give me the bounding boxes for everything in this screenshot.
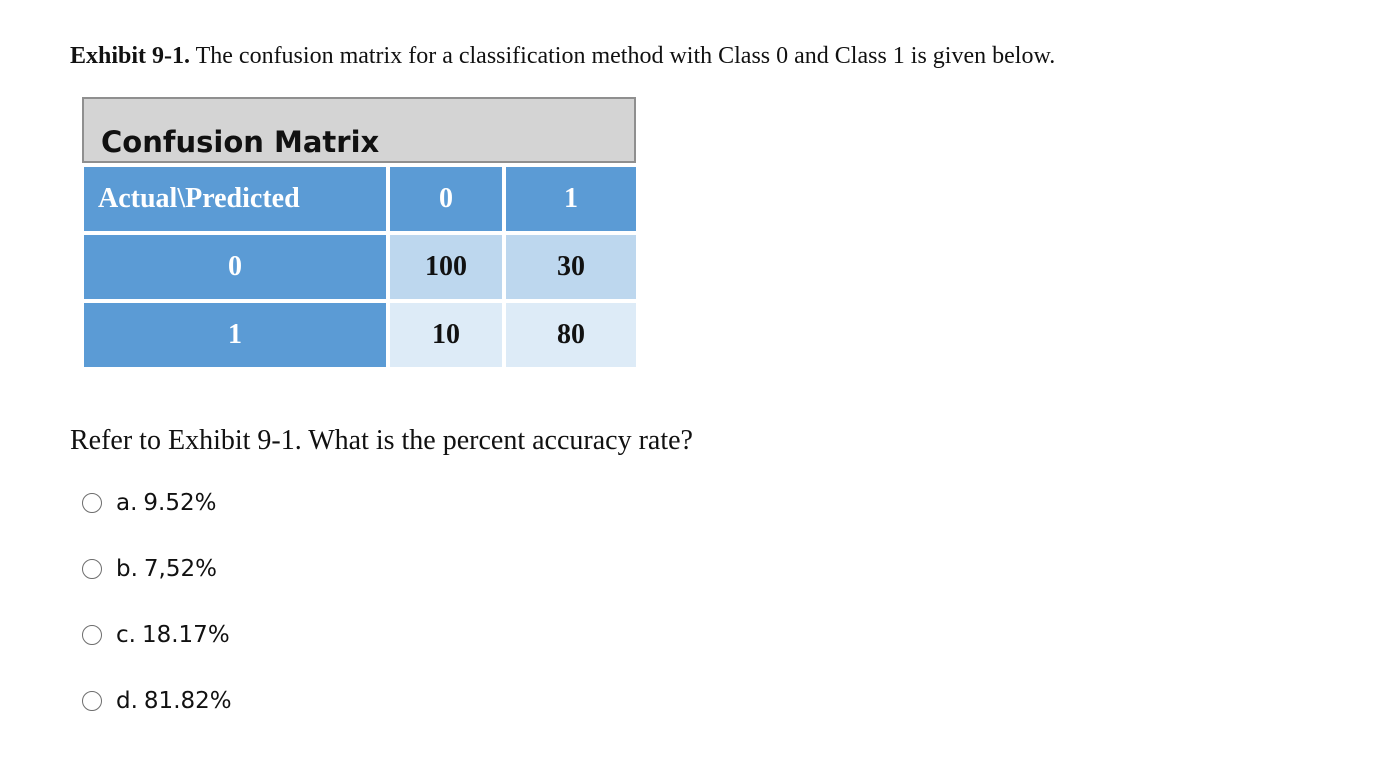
option-letter: c. xyxy=(116,622,136,648)
matrix-title-bar: Confusion Matrix xyxy=(82,97,636,163)
option-value: 9.52% xyxy=(143,490,217,516)
option-letter: d. xyxy=(116,688,138,714)
col-header-1: 1 xyxy=(506,167,636,231)
option-c[interactable]: c. 18.17% xyxy=(82,620,230,650)
radio-button-icon[interactable] xyxy=(82,493,102,513)
option-value: 81.82% xyxy=(143,688,232,714)
cell-0-0: 100 xyxy=(390,235,502,299)
exhibit-intro: Exhibit 9-1. The confusion matrix for a … xyxy=(70,40,1055,72)
row-header-1: 1 xyxy=(84,303,386,367)
option-b[interactable]: b. 7,52% xyxy=(82,554,217,584)
option-a[interactable]: a. 9.52% xyxy=(82,488,216,518)
col-header-0: 0 xyxy=(390,167,502,231)
radio-button-icon[interactable] xyxy=(82,559,102,579)
option-value: 7,52% xyxy=(143,556,217,582)
option-letter: b. xyxy=(116,556,138,582)
cell-1-1: 80 xyxy=(506,303,636,367)
corner-header: Actual\Predicted xyxy=(84,167,386,231)
radio-button-icon[interactable] xyxy=(82,691,102,711)
confusion-matrix-table: Confusion Matrix Actual\Predicted 0 1 0 … xyxy=(82,97,636,367)
row-header-0: 0 xyxy=(84,235,386,299)
exhibit-label: Exhibit 9-1. xyxy=(70,43,191,69)
matrix-title: Confusion Matrix xyxy=(101,125,380,159)
option-value: 18.17% xyxy=(141,622,230,648)
option-letter: a. xyxy=(116,490,138,516)
cell-1-0: 10 xyxy=(390,303,502,367)
cell-0-1: 30 xyxy=(506,235,636,299)
matrix-grid: Actual\Predicted 0 1 0 100 30 1 10 80 xyxy=(82,167,636,367)
option-d[interactable]: d. 81.82% xyxy=(82,686,232,716)
question-text: Refer to Exhibit 9-1. What is the percen… xyxy=(70,425,693,456)
exhibit-text: The confusion matrix for a classificatio… xyxy=(190,43,1056,69)
radio-button-icon[interactable] xyxy=(82,625,102,645)
